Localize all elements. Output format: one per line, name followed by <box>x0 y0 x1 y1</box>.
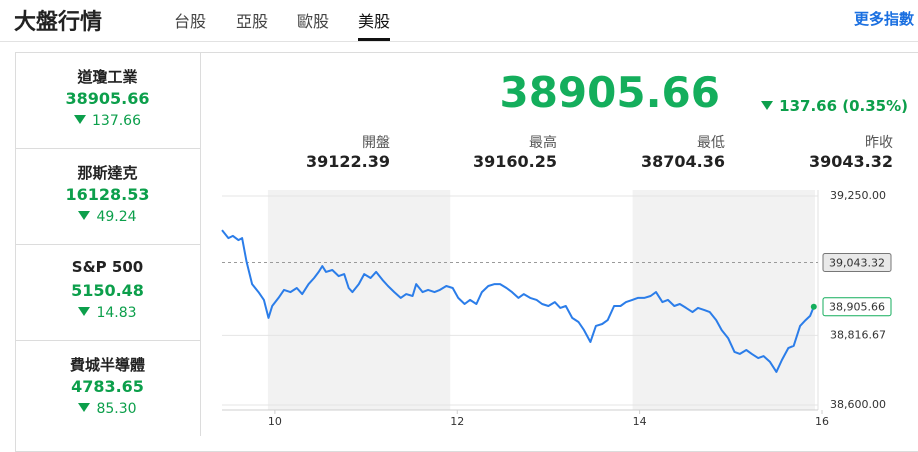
index-change: 137.66 <box>15 113 200 129</box>
stat-label: 開盤 <box>362 135 390 151</box>
index-name: 道瓊工業 <box>77 68 138 86</box>
last-point <box>810 303 817 310</box>
more-link[interactable]: 更多指數 <box>853 10 914 28</box>
tab[interactable]: 美股 <box>358 12 391 31</box>
x-tick-label: 16 <box>815 415 829 428</box>
divider <box>0 41 918 42</box>
quote-value: 38905.66 <box>499 68 720 117</box>
index-item[interactable]: S&P 500 5150.48 14.83 <box>15 244 200 341</box>
stat-label: 最低 <box>697 135 725 151</box>
stat-label: 最高 <box>529 135 557 151</box>
index-name: S&P 500 <box>71 258 144 276</box>
change-text: 49.24 <box>96 209 137 225</box>
reference-tag <box>822 252 892 272</box>
index-value: 38905.66 <box>65 89 150 108</box>
last-tag <box>822 297 892 317</box>
x-tick-label: 10 <box>268 415 282 428</box>
stat-value: 39122.39 <box>305 152 390 171</box>
stat-label: 昨收 <box>865 135 893 151</box>
index-item[interactable]: 那斯達克 16128.53 49.24 <box>15 148 200 245</box>
active-tab-indicator <box>358 38 390 41</box>
index-change: 85.30 <box>15 401 200 417</box>
reference-label: 39,043.32 <box>829 256 885 269</box>
price-line <box>221 229 815 373</box>
change-text: 137.66 <box>92 113 141 129</box>
last-label: 38,905.66 <box>829 301 885 314</box>
index-name: 費城半導體 <box>69 356 145 374</box>
y-tick-label: 38,816.67 <box>830 328 886 341</box>
tab[interactable]: 亞股 <box>236 12 269 31</box>
index-change: 14.83 <box>15 305 200 321</box>
index-item[interactable]: 費城半導體 4783.65 85.30 <box>15 340 200 436</box>
chart: 38,600.00 38,816.67 39,250.00 10 12 14 16 39,04… <box>221 189 892 428</box>
index-value: 5150.48 <box>71 281 144 300</box>
index-list: 道瓊工業 38905.66 137.66 那斯達克 16128.53 49.24… <box>15 52 201 436</box>
page: 大盤行情 台股 亞股 歐股 美股 更多指數 道瓊工業 38905.66 137.… <box>0 10 918 452</box>
change-text: 137.66 (0.35%) <box>779 97 908 115</box>
y-tick-label: 39,250.00 <box>830 189 886 202</box>
stat-value: 39043.32 <box>808 152 893 171</box>
change-text: 14.83 <box>96 305 137 321</box>
page-title: 大盤行情 <box>14 10 103 35</box>
index-value: 4783.65 <box>71 377 144 396</box>
tab[interactable]: 歐股 <box>297 12 330 31</box>
quote-change: 137.66 (0.35%) <box>761 97 908 115</box>
stat-value: 38704.36 <box>640 152 725 171</box>
index-change: 49.24 <box>15 209 200 225</box>
change-text: 85.30 <box>96 401 137 417</box>
x-tick-label: 14 <box>633 415 647 428</box>
index-name: 那斯達克 <box>77 164 138 182</box>
y-tick-label: 38,600.00 <box>830 398 886 411</box>
session-band <box>632 190 815 410</box>
index-item[interactable]: 道瓊工業 38905.66 137.66 <box>15 52 200 149</box>
tab[interactable]: 台股 <box>174 12 207 31</box>
index-value: 16128.53 <box>65 185 150 204</box>
stat-value: 39160.25 <box>472 152 557 171</box>
x-tick-label: 12 <box>450 415 464 428</box>
session-band <box>267 190 451 410</box>
